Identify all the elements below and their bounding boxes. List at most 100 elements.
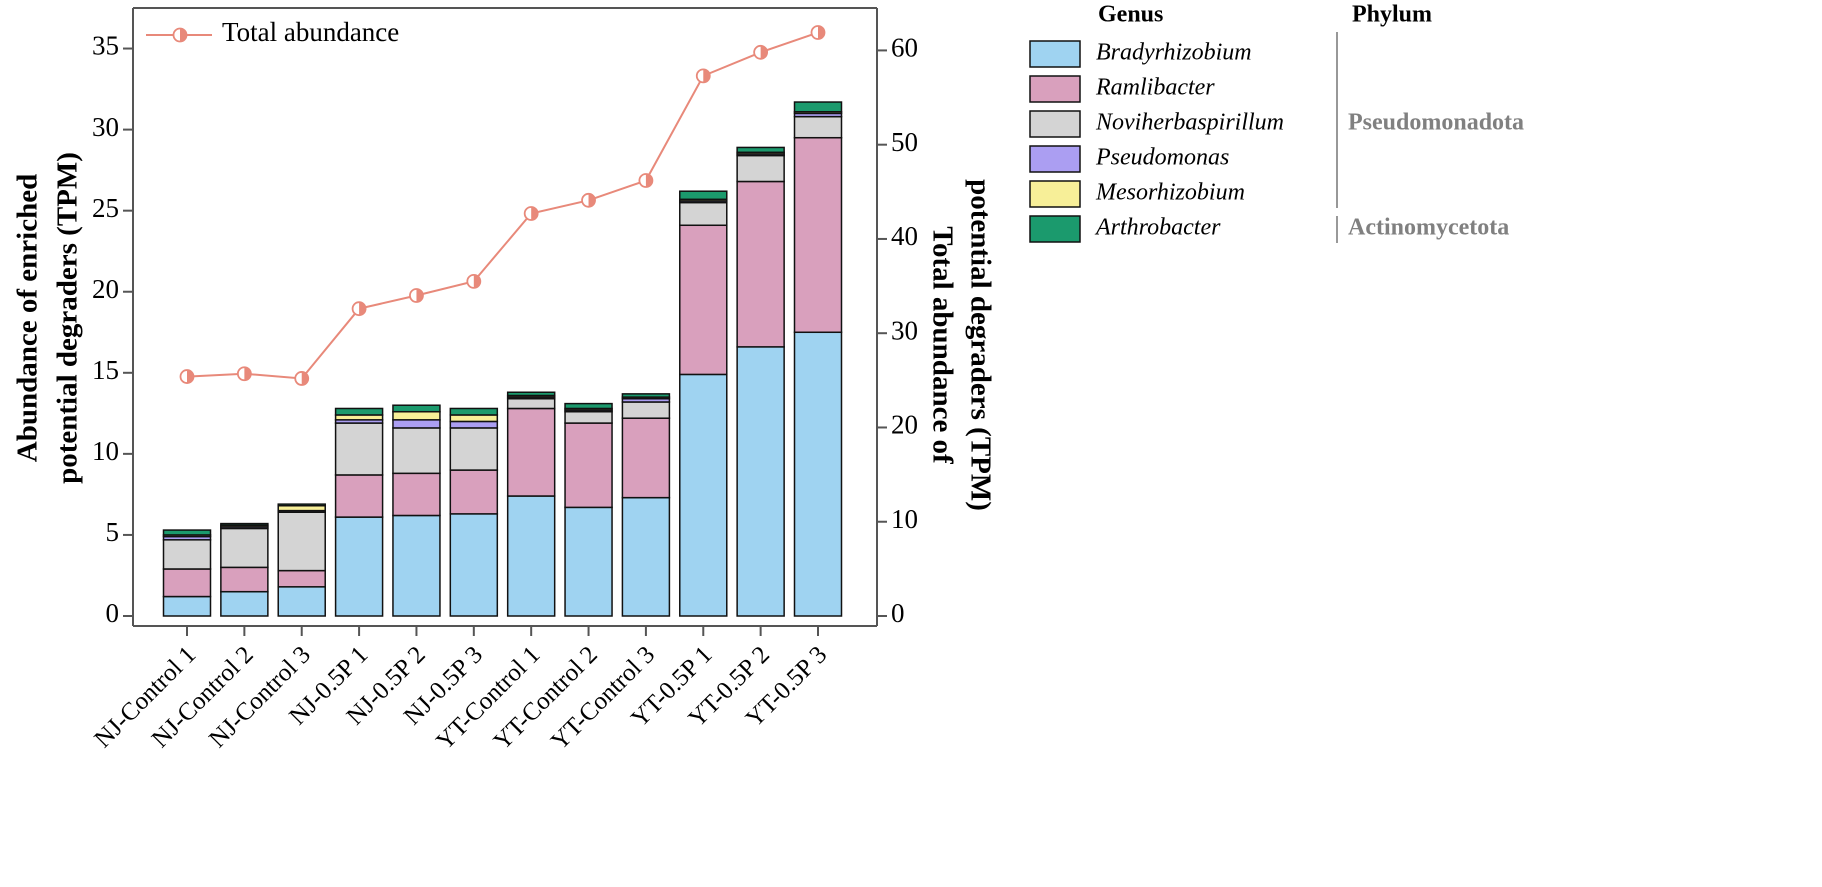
bar-segment: [334, 422, 384, 476]
bar-segment: [736, 180, 785, 348]
legend-title: Genus: [1098, 2, 1163, 28]
bar-segment: [220, 590, 269, 617]
bar-segment: [793, 101, 843, 113]
bar-segment: [679, 373, 728, 617]
bar-segment: [392, 514, 441, 617]
bar-segment: [277, 503, 326, 507]
bar-segment: [449, 420, 499, 429]
bar-segment: [564, 410, 613, 424]
bar-segment: [162, 595, 212, 617]
marker-half: [760, 45, 768, 59]
bar-segment: [334, 407, 384, 416]
y-tick-label: 30: [92, 112, 119, 142]
bar-segment: [162, 568, 212, 598]
bar-segment: [621, 393, 671, 398]
line-marker: [581, 192, 596, 208]
bar-segment: [564, 506, 613, 617]
line-marker: [172, 27, 188, 43]
bar-segment: [334, 474, 384, 518]
marker-half: [588, 193, 596, 207]
y2-tick-label: 40: [891, 221, 918, 251]
bar-segment: [564, 402, 613, 410]
bar-segment: [392, 410, 441, 421]
marker-half: [531, 206, 538, 220]
legend-swatch: [1029, 145, 1081, 173]
legend-swatch: [1029, 110, 1081, 138]
line-marker: [810, 25, 826, 40]
y2-tick-label: 0: [891, 598, 905, 628]
legend-label: Bradyrhizobium: [1096, 40, 1252, 66]
legend-label: Total abundance: [222, 17, 399, 47]
y2-tick-label: 60: [891, 33, 918, 63]
line-marker: [638, 173, 654, 188]
y2-tick-label: 10: [891, 504, 918, 534]
bar-segment: [277, 586, 326, 617]
phylum-label: Pseudomonadota: [1348, 110, 1524, 136]
marker-half: [703, 69, 710, 83]
bar-segment: [277, 511, 326, 572]
bar-segment: [621, 401, 671, 419]
bar-segment: [621, 417, 671, 499]
legend-swatch: [1029, 40, 1081, 68]
bar-segment: [564, 422, 613, 509]
y2-axis-label: potential degraders (TPM): [964, 179, 996, 511]
y-tick-label: 15: [92, 355, 119, 385]
y-axis-label: Abundance of enriched: [12, 174, 44, 462]
marker-half: [301, 371, 309, 385]
bar-segment: [449, 513, 499, 617]
bar-segment: [793, 115, 843, 139]
y-tick-label: 25: [92, 193, 119, 223]
line-marker: [351, 301, 367, 317]
bar-segment: [506, 391, 556, 397]
marker-half: [645, 174, 653, 188]
bar-segment: [449, 427, 499, 471]
total-line: [186, 31, 819, 380]
marker-half: [818, 26, 825, 40]
line-marker: [695, 68, 711, 84]
bar-segment: [220, 566, 269, 593]
phylum-title: Phylum: [1352, 2, 1432, 28]
bar-segment: [679, 224, 728, 376]
bar-segment: [392, 427, 441, 475]
bar-segment: [220, 522, 269, 526]
bar-segment: [736, 346, 785, 617]
bar-segment: [506, 495, 556, 617]
y-tick-label: 35: [92, 31, 119, 61]
bar-segment: [506, 407, 556, 497]
bar-segment: [392, 472, 441, 517]
line-marker: [753, 44, 769, 60]
y-axis-label: potential degraders (TPM): [52, 152, 84, 484]
marker-half: [180, 28, 187, 42]
y-tick-label: 20: [92, 274, 119, 304]
bar-segment: [679, 201, 728, 227]
legend-label: Mesorhizobium: [1095, 180, 1245, 206]
bar-segment: [162, 529, 212, 536]
y2-axis-label: Total abundance of: [926, 226, 958, 464]
legend-label: Ramlibacter: [1095, 75, 1215, 101]
y-tick-label: 10: [92, 436, 119, 466]
marker-half: [473, 274, 481, 288]
marker-half: [416, 289, 423, 303]
y-tick-label: 0: [106, 598, 120, 628]
bar-segment: [736, 146, 785, 154]
y2-tick-label: 30: [891, 315, 918, 345]
bar-segment: [277, 569, 326, 588]
line-marker: [236, 366, 252, 382]
bar-segment: [162, 539, 212, 570]
line-marker: [179, 369, 195, 384]
bar-segment: [621, 496, 671, 617]
bar-segment: [679, 190, 728, 201]
line-marker: [523, 206, 539, 221]
phylum-label: Actinomycetota: [1348, 215, 1509, 241]
bar-segment: [449, 469, 499, 515]
legend-swatch: [1029, 180, 1081, 208]
y-tick-label: 5: [106, 517, 120, 547]
bar-segment: [392, 419, 441, 429]
marker-half: [187, 370, 194, 384]
line-marker: [294, 371, 310, 386]
legend-label: Noviherbaspirillum: [1095, 110, 1284, 136]
bar-segment: [506, 397, 556, 410]
line-marker: [466, 273, 482, 289]
bar-segment: [449, 407, 499, 416]
